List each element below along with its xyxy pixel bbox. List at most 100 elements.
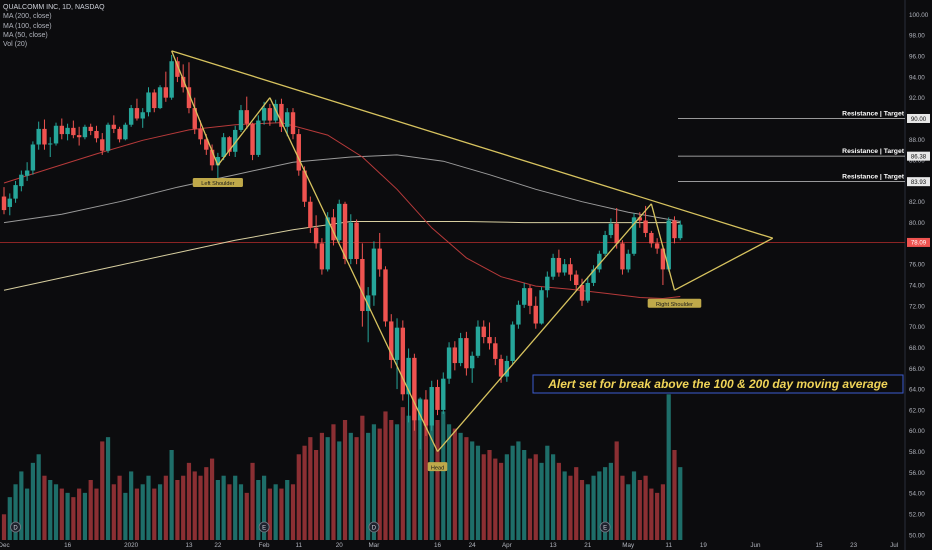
candle-body (175, 61, 180, 77)
candle-body (111, 124, 117, 129)
candle-body (481, 326, 486, 338)
candle-body (331, 217, 336, 241)
candle-body (469, 355, 475, 369)
candle-body (204, 139, 209, 150)
volume-bar (678, 467, 683, 540)
candle-body (568, 264, 573, 275)
volume-bar (169, 450, 174, 540)
pattern-label-box (647, 298, 702, 308)
time-axis-label: Mar (368, 542, 379, 549)
candle-body (1, 196, 7, 211)
candle-body (233, 129, 238, 152)
volume-bar (111, 484, 116, 540)
candle-body (678, 224, 683, 239)
candle-body (389, 321, 394, 360)
volume-bar (603, 467, 608, 540)
legend-ma100: MA (100, close) (3, 22, 52, 30)
volume-bar (290, 484, 296, 540)
volume-bar (672, 450, 677, 540)
volume-bar (262, 475, 267, 540)
candle-body (13, 185, 18, 199)
candle-body (342, 203, 348, 259)
candle-body (279, 103, 284, 127)
resistance-target-label: Resistance | Target (842, 148, 905, 155)
candle-body (313, 227, 319, 244)
price-axis-label: 82.00 (909, 199, 925, 206)
candle-body (435, 387, 440, 410)
volume-bar (348, 432, 353, 540)
volume-bar (273, 484, 278, 540)
candle-body (24, 170, 30, 176)
volume-bar (429, 402, 434, 540)
callout-box (532, 374, 904, 394)
price-axis-label: 76.00 (909, 262, 925, 269)
candle-body (429, 387, 434, 426)
volume-bar (331, 424, 336, 540)
resistance-target-tag (907, 151, 930, 161)
volume-bar (181, 475, 186, 540)
volume-bar (591, 475, 596, 540)
candle-body (533, 305, 538, 324)
resistance-target-label: Resistance | Target (842, 110, 905, 117)
volume-bar (551, 454, 556, 540)
volume-bar (441, 411, 446, 540)
time-axis-label: 21 (584, 542, 592, 549)
pattern-label: Head (431, 465, 444, 471)
volume-bar (626, 484, 631, 540)
candle-body (48, 143, 53, 145)
candle-body (371, 248, 377, 296)
volume-bar (574, 467, 579, 540)
price-axis-label: 98.00 (909, 33, 925, 40)
volume-bar (146, 475, 151, 540)
candle-body (608, 223, 614, 236)
volume-bar (527, 458, 533, 540)
candle-body (522, 288, 527, 305)
event-marker (368, 521, 380, 533)
price-axis-label: 94.00 (909, 74, 925, 81)
volume-bar (325, 437, 330, 540)
volume-bar (175, 480, 180, 540)
time-axis-label: 23 (850, 542, 858, 549)
candle-body (273, 103, 278, 121)
candle-body (296, 134, 301, 171)
volume-bar (342, 420, 348, 540)
volume-bar (198, 475, 203, 540)
volume-bar (42, 475, 47, 540)
candle-body (100, 139, 105, 151)
volume-bar (30, 462, 35, 540)
volume-bar (250, 462, 255, 540)
price-axis-label: 68.00 (909, 345, 925, 352)
time-axis-label: 16 (64, 542, 72, 549)
time-axis-label: 15 (815, 542, 823, 549)
pattern-label: Right Shoulder (656, 302, 693, 308)
candle-body (475, 326, 481, 356)
candle-body (452, 347, 458, 364)
price-axis-label: 66.00 (909, 366, 925, 373)
callout-text: Alert set for break above the 100 & 200 … (547, 377, 888, 391)
volume-bar (655, 492, 660, 540)
candle-body (637, 217, 642, 221)
candle-body (354, 222, 359, 259)
candle-body (417, 399, 423, 421)
event-marker (599, 521, 611, 533)
time-axis-label: Dec (0, 542, 10, 549)
candle-body (545, 276, 550, 291)
candle-body (82, 126, 88, 138)
time-axis-label: Jun (750, 542, 761, 549)
volume-bar (82, 492, 88, 540)
candle-body (585, 282, 590, 301)
candle-body (36, 128, 41, 145)
volume-bar (366, 432, 371, 540)
volume-bar (533, 454, 538, 540)
volume-bar (487, 450, 492, 540)
candle-body (198, 128, 203, 140)
candle-body (423, 399, 429, 426)
volume-bar (631, 471, 637, 540)
candle-body (441, 378, 446, 410)
candle-body (285, 112, 290, 127)
volume-bar (123, 492, 128, 540)
pattern-trendline (217, 97, 271, 166)
volume-bar (302, 445, 307, 540)
event-marker-label: E (603, 525, 607, 531)
